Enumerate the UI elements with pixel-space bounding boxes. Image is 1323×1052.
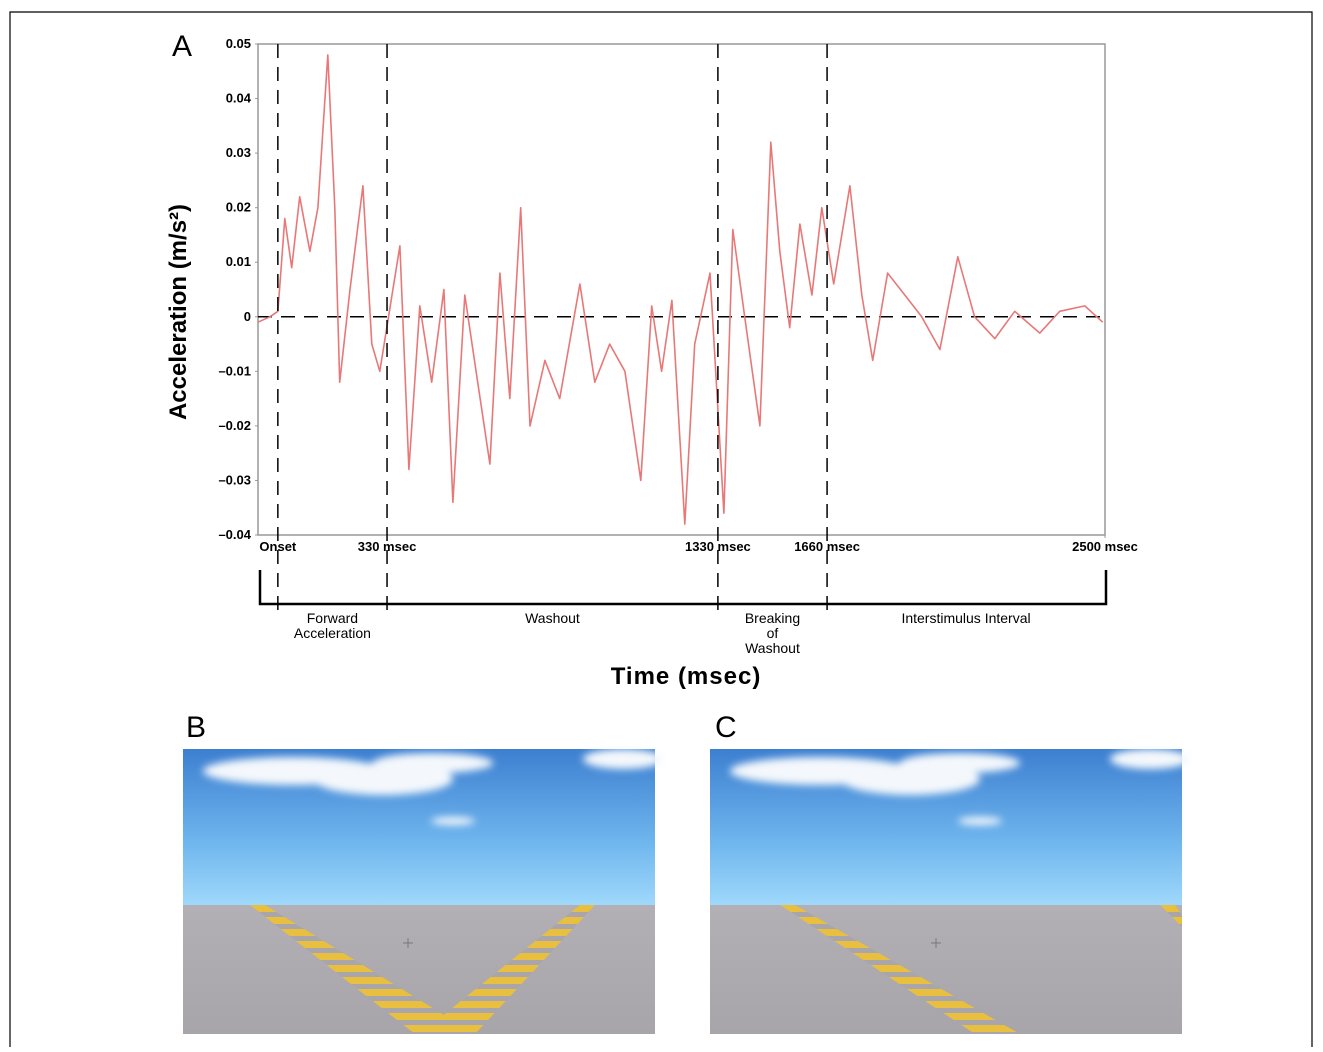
x-tick-label: 330 msec: [358, 539, 417, 554]
fixation-cross: [403, 938, 413, 948]
phase-label: Washout: [525, 610, 580, 626]
y-tick-label: 0.04: [226, 91, 252, 106]
x-tick-label: 2500 msec: [1072, 539, 1138, 554]
y-tick-label: –0.04: [218, 527, 251, 542]
y-tick-label: 0.02: [226, 200, 251, 215]
phase-label-line: Washout: [525, 610, 580, 626]
phase-label: Breaking of Washout: [745, 610, 800, 656]
y-tick-label: 0.05: [226, 36, 251, 51]
phase-label: Interstimulus Interval: [901, 610, 1030, 626]
x-tick-label: 1660 msec: [794, 539, 860, 554]
road-line: [250, 905, 475, 1034]
chart-panel: A Acceleration (m/s²) Time (msec) –0.04 –…: [165, 30, 1138, 690]
image-b: [183, 749, 663, 1034]
acceleration-line: [257, 54, 1104, 525]
y-tick-label: 0.03: [226, 145, 251, 160]
phase-bracket: [258, 570, 1108, 606]
clouds: [730, 749, 1190, 825]
panel-label: C: [715, 711, 737, 744]
fixation-cross: [931, 938, 941, 948]
y-tick-label: –0.02: [218, 418, 251, 433]
x-tick-label: Onset: [259, 539, 297, 554]
panel-label: B: [186, 711, 206, 744]
phase-label-line: Interstimulus Interval: [901, 610, 1030, 626]
y-axis-label: Acceleration (m/s²): [165, 204, 192, 420]
plot-frame: [257, 43, 1106, 536]
y-tick-label: –0.01: [218, 363, 251, 378]
y-tick-label: 0: [244, 309, 251, 324]
panel-label: A: [172, 30, 192, 63]
road-line: [780, 905, 1020, 1034]
road-line: [420, 905, 595, 1034]
y-tick-label: –0.03: [218, 472, 251, 487]
x-tick-label: 1330 msec: [685, 539, 751, 554]
phase-label-line: Washout: [745, 640, 800, 656]
clouds: [203, 749, 663, 825]
y-tick-label: 0.01: [226, 254, 251, 269]
image-c: [710, 749, 1190, 1034]
figure-border: [9, 11, 1313, 1047]
road-line: [1160, 905, 1182, 927]
phase-label: Forward Acceleration: [294, 610, 371, 641]
phase-label-line: of: [767, 625, 779, 641]
phase-label-line: Forward: [307, 610, 358, 626]
phase-label-line: Breaking: [745, 610, 800, 626]
phase-label-line: Acceleration: [294, 625, 371, 641]
x-axis-label: Time (msec): [611, 663, 762, 690]
